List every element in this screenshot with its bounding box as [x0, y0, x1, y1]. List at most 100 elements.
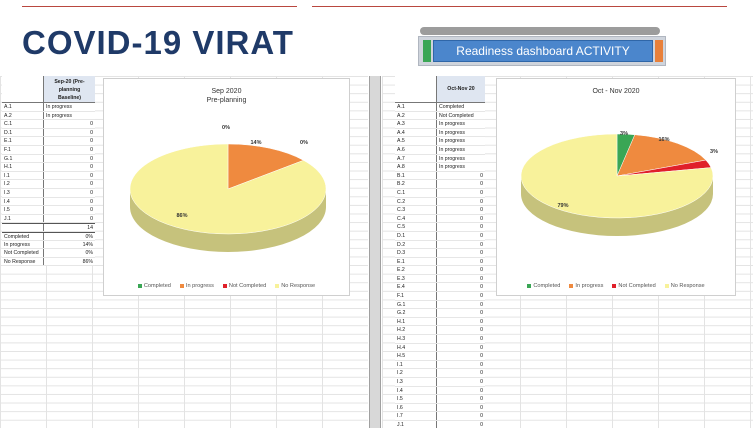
- row-id: H.1: [2, 163, 44, 171]
- row-id: C.5: [395, 223, 437, 231]
- pie-side-3: [521, 176, 713, 236]
- row-value: 0: [480, 396, 483, 403]
- legend-item: In progress: [179, 283, 214, 289]
- pie-data-label: 14%: [250, 140, 261, 146]
- table-row: H.1 0: [2, 163, 95, 172]
- legend-label: No Response: [670, 283, 705, 289]
- row-id: H.3: [395, 335, 437, 343]
- table-row: C.5 0: [395, 223, 485, 232]
- row-value: 0: [90, 155, 93, 162]
- row-value: 0: [480, 224, 483, 231]
- pie-side-3: [130, 189, 326, 252]
- table-row: I.7 0: [395, 412, 485, 421]
- row-value: 0: [480, 189, 483, 196]
- table-row: E.4 0: [395, 283, 485, 293]
- row-id: F.1: [395, 292, 437, 300]
- row-id: C.3: [395, 206, 437, 214]
- row-id: H.1: [395, 317, 437, 326]
- pie-data-label: 3%: [620, 131, 628, 137]
- oct-nov-status-table: Oct-Nov 20 A.1 Completed A.2 Not Completed A…: [395, 76, 485, 428]
- table-row: J.1 0: [2, 214, 95, 224]
- summary-label: Not Completed: [2, 249, 44, 257]
- table-row: D.3 0: [395, 249, 485, 258]
- row-id: E.4: [395, 283, 437, 292]
- row-id: I.3: [2, 188, 44, 197]
- table-row: H.3 0: [395, 335, 485, 344]
- summary-row: No Response 86%: [2, 257, 95, 267]
- row-id: C.2: [395, 197, 437, 206]
- table-row: A.1 Completed: [395, 103, 485, 112]
- table-row: A.7 In progress: [395, 154, 485, 164]
- row-value: 0: [480, 310, 483, 317]
- pie-chart-sep: 0% 14% 0% 86%: [129, 125, 327, 252]
- pie-data-label: 0%: [300, 140, 308, 146]
- summary-value: 0%: [85, 233, 94, 240]
- table-row: H.4 0: [395, 343, 485, 353]
- row-value: 0: [90, 121, 93, 128]
- sheet-divider: [369, 76, 381, 428]
- table-row: I.2 0: [395, 369, 485, 378]
- table-row: E.2 0: [395, 266, 485, 275]
- pie-slice-in-progress: [616, 134, 707, 177]
- top-rule-left: [22, 6, 297, 7]
- row-id: D.3: [395, 249, 437, 257]
- table-row: A.1 In progress: [2, 103, 95, 112]
- row-id: G.1: [2, 154, 44, 163]
- total-value: 14: [87, 225, 93, 231]
- row-value: 0: [90, 215, 93, 222]
- table-row: A.8 In progress: [395, 163, 485, 172]
- row-value: 0: [480, 284, 483, 291]
- legend-label: Completed: [533, 283, 561, 289]
- row-id: C.1: [395, 188, 437, 197]
- table-row: A.4 In progress: [395, 128, 485, 138]
- row-value: 0: [480, 404, 483, 411]
- row-id: I.1: [2, 171, 44, 180]
- row-value: 0: [90, 172, 93, 179]
- row-id: I.7: [395, 412, 437, 420]
- row-value: 0: [480, 241, 483, 248]
- row-id: H.5: [395, 352, 437, 360]
- summary-value: 14%: [82, 241, 93, 248]
- table-row: D.1 0: [2, 128, 95, 138]
- header-oct-nov: Oct-Nov 20: [437, 76, 485, 102]
- row-id: E.1: [395, 257, 437, 266]
- row-value: 0: [90, 181, 93, 188]
- table-row: C.3 0: [395, 206, 485, 215]
- row-id: I.3: [395, 378, 437, 386]
- table-row: A.3 In progress: [395, 120, 485, 129]
- row-value: 0: [90, 189, 93, 196]
- table-row: I.5 0: [2, 206, 95, 215]
- table-row: E.3 0: [395, 274, 485, 284]
- row-value: 0: [90, 164, 93, 171]
- row-id: I.4: [2, 197, 44, 206]
- row-value: 0: [480, 413, 483, 420]
- legend-swatch: [275, 284, 280, 288]
- header-line: planning: [58, 87, 81, 93]
- row-value: In progress: [439, 129, 465, 136]
- row-id: D.1: [2, 128, 44, 137]
- summary-row: Not Completed 0%: [2, 249, 95, 258]
- dashboard-orange-tab: [655, 40, 663, 62]
- summary-value: 0%: [85, 250, 94, 257]
- pie-data-label: 3%: [710, 149, 718, 155]
- table-row: E.1 0: [395, 257, 485, 267]
- table-row: G.2 0: [395, 309, 485, 318]
- sep-2020-chart: Sep 2020 Pre-planning 0% 14% 0% 86% Complet…: [103, 78, 350, 296]
- table-row: H.1 0: [395, 317, 485, 327]
- row-value: 0: [480, 172, 483, 179]
- row-value: 0: [480, 181, 483, 188]
- table-row: B.1 0: [395, 171, 485, 181]
- row-id: I.5: [2, 206, 44, 214]
- table-row: H.5 0: [395, 352, 485, 361]
- legend-label: Not Completed: [618, 283, 656, 289]
- table-row: D.1 0: [395, 231, 485, 241]
- readiness-dashboard-button[interactable]: Readiness dashboard ACTIVITY: [433, 40, 653, 62]
- row-value: 0: [480, 267, 483, 274]
- row-value: 0: [480, 387, 483, 394]
- row-value: 0: [480, 232, 483, 239]
- row-value: 0: [90, 146, 93, 153]
- table-row: C.4 0: [395, 214, 485, 224]
- row-value: In progress: [46, 112, 72, 119]
- table-row: I.5 0: [395, 395, 485, 404]
- row-value: 0: [480, 293, 483, 300]
